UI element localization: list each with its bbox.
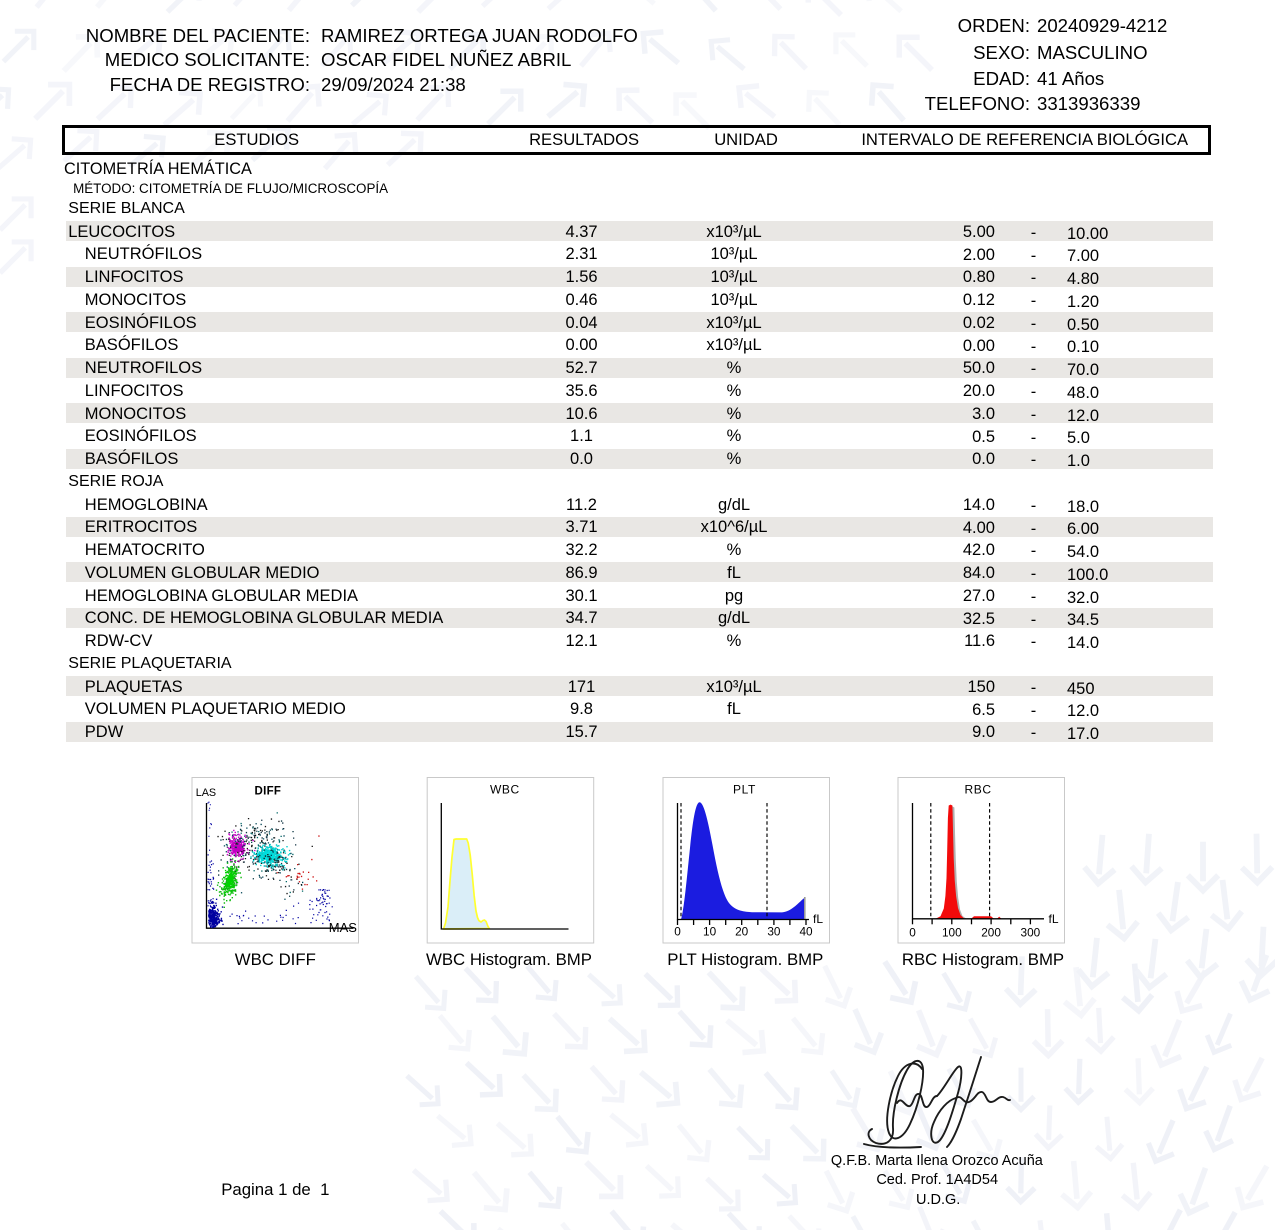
svg-text:MAS: MAS bbox=[329, 920, 358, 935]
svg-text:30: 30 bbox=[767, 925, 781, 939]
svg-text:0: 0 bbox=[674, 925, 681, 939]
svg-text:0: 0 bbox=[909, 925, 916, 939]
svg-text:20: 20 bbox=[735, 925, 749, 939]
svg-text:200: 200 bbox=[981, 925, 1001, 939]
svg-text:100: 100 bbox=[942, 925, 962, 939]
svg-text:RBC: RBC bbox=[965, 783, 992, 797]
svg-text:10: 10 bbox=[703, 925, 717, 939]
svg-text:WBC: WBC bbox=[490, 783, 520, 797]
svg-text:fL: fL bbox=[813, 912, 823, 926]
svg-text:LAS: LAS bbox=[196, 787, 216, 799]
svg-text:fL: fL bbox=[1049, 912, 1059, 926]
svg-text:PLT: PLT bbox=[733, 783, 756, 797]
svg-text:300: 300 bbox=[1021, 925, 1041, 939]
svg-text:DIFF: DIFF bbox=[255, 786, 282, 798]
svg-text:40: 40 bbox=[799, 925, 813, 939]
